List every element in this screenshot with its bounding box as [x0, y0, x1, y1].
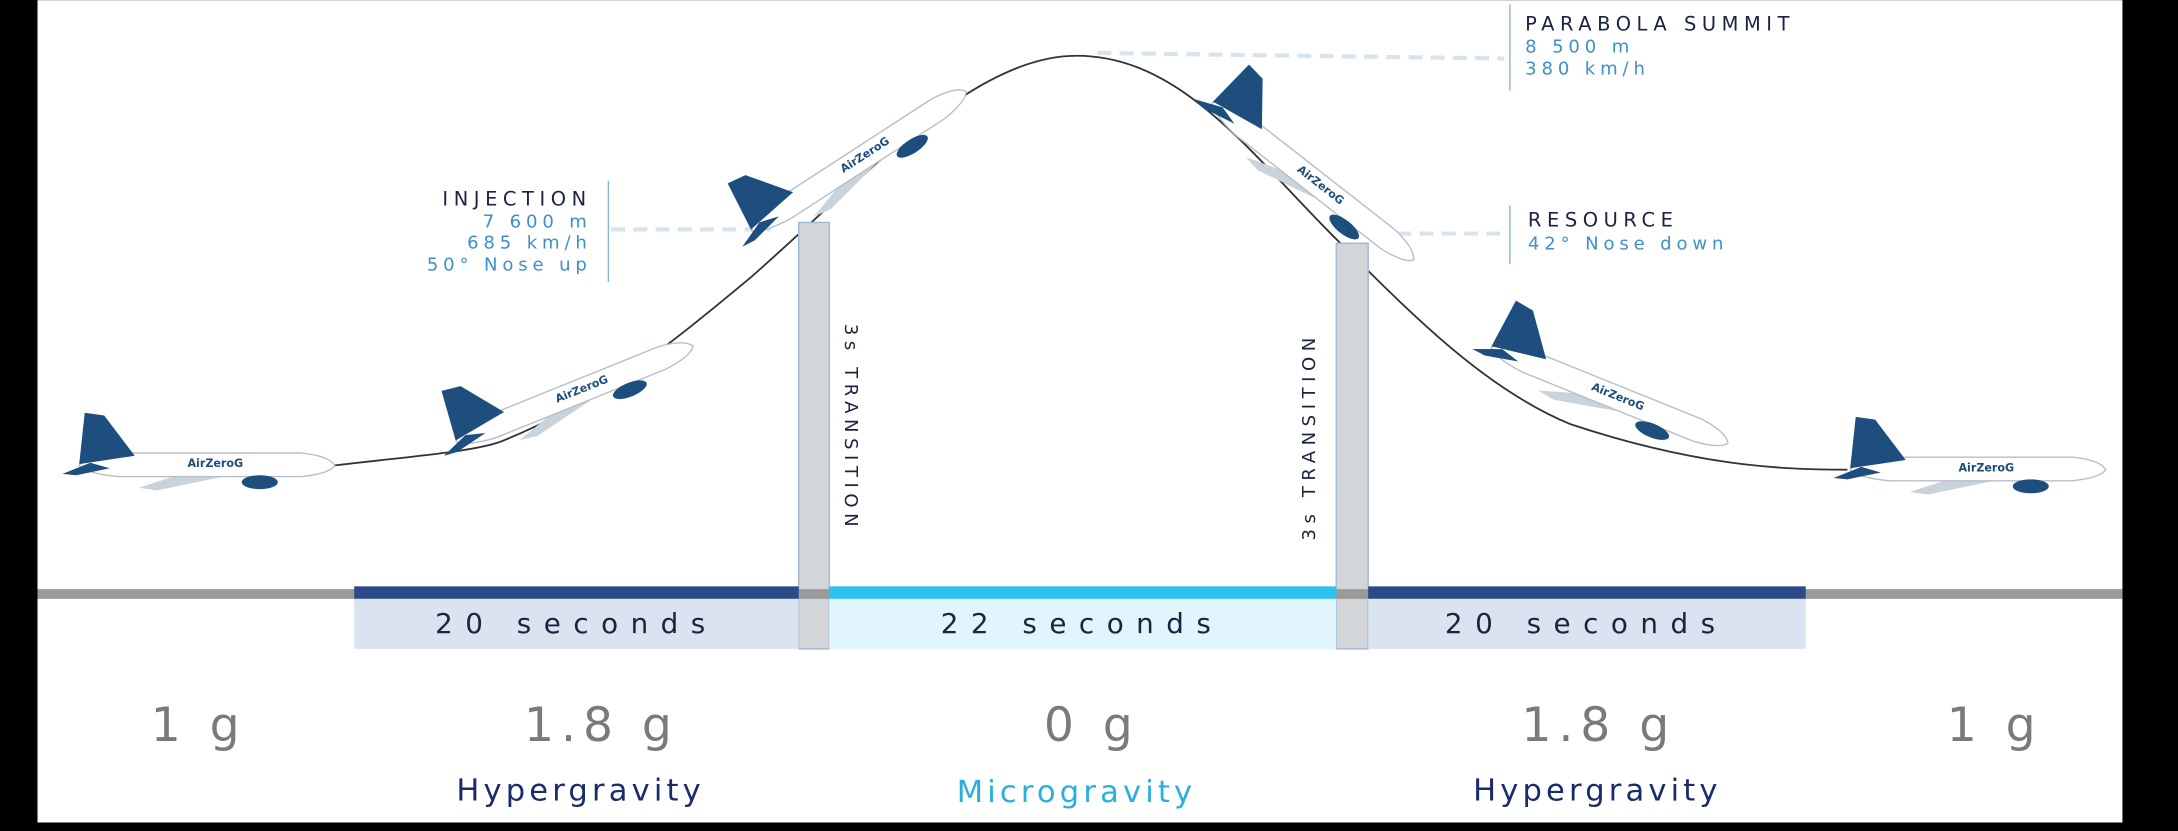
phase-label: Microgravity [957, 775, 1197, 810]
resource-title: RESOURCE [1528, 209, 1679, 232]
plane-engine [1635, 421, 1670, 440]
injection-line: 685 km/h [467, 232, 592, 253]
transition-label: 3s TRANSITION [1299, 332, 1320, 540]
plane-stabilizer [443, 432, 486, 456]
label-rules [607, 4, 1511, 283]
plane-engine [2012, 479, 2049, 494]
plane: AirZeroG [441, 342, 694, 456]
duration: 20 seconds [435, 607, 718, 640]
phase-label: Hypergravity [456, 773, 705, 808]
plane-tail [79, 412, 135, 465]
duration: 22 seconds [941, 607, 1224, 640]
plane-engine [896, 134, 928, 158]
g-level: 1.8 g [524, 698, 679, 753]
plane-logo: AirZeroG [187, 457, 243, 470]
plane-engine [612, 380, 647, 399]
summit-line: 380 km/h [1525, 59, 1650, 80]
g-level: 1 g [1947, 698, 2043, 753]
plane-wing [1245, 157, 1331, 206]
hyper-bar [354, 586, 799, 599]
plane-logo: AirZeroG [1958, 461, 2014, 474]
plane-tail [441, 386, 505, 441]
plane-stabilizer [1472, 348, 1519, 362]
hyper-bar [1368, 586, 1806, 599]
guides [611, 50, 1505, 236]
transition-label: 3s TRANSITION [840, 324, 861, 532]
plane: AirZeroG [1472, 300, 1729, 447]
injection-line: 50° Nose up [427, 254, 592, 275]
duration-band [829, 598, 1337, 649]
plane-engine [1329, 214, 1360, 240]
canvas [37, 0, 2123, 823]
summit-title: PARABOLA SUMMIT [1525, 13, 1795, 36]
phase-label: Hypergravity [1473, 773, 1722, 808]
plane-engine [241, 475, 278, 490]
plane-stabilizer [1193, 99, 1235, 124]
resource-line: 42° Nose down [1528, 234, 1728, 255]
g-level: 1 g [151, 698, 247, 753]
plane-tail [1491, 300, 1547, 360]
transition-column [1335, 242, 1369, 650]
injection-title: INJECTION [442, 188, 591, 211]
summit-line: 8 500 m [1525, 36, 1634, 57]
plane-stabilizer [62, 462, 110, 476]
g-level: 0 g [1044, 698, 1140, 753]
plane: AirZeroG [1833, 416, 2107, 495]
g-level: 1.8 g [1521, 698, 1676, 753]
planes: AirZeroG AirZeroG AirZeroG AirZeroG AirZeroG… [62, 64, 2107, 495]
plane-stabilizer [742, 216, 779, 247]
plane-tail [727, 175, 794, 230]
injection-line: 7 600 m [483, 211, 592, 232]
plane: AirZeroG [62, 412, 336, 491]
plane-stabilizer [1833, 466, 1881, 480]
duration-band [354, 598, 799, 649]
transition-column [797, 221, 830, 650]
plane-tail [1212, 64, 1263, 130]
plane: AirZeroG [727, 89, 967, 247]
plane-tail [1850, 416, 1906, 469]
duration: 20 seconds [1445, 607, 1728, 640]
micro-bar [829, 586, 1337, 599]
duration-band [1368, 598, 1806, 649]
